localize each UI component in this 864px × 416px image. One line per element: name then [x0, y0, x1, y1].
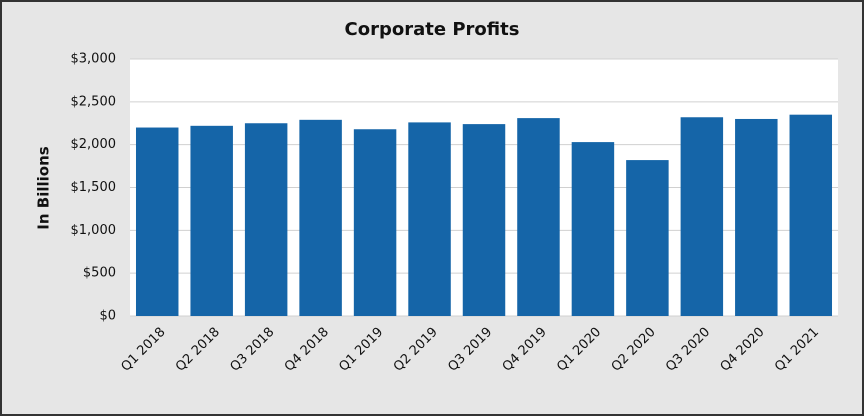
bar: [626, 160, 669, 316]
y-tick-label: $3,000: [71, 52, 117, 67]
bar: [789, 114, 833, 316]
y-tick-label: $2,000: [71, 137, 117, 152]
bar: [462, 124, 506, 317]
y-tick-label: $500: [83, 266, 116, 281]
y-tick-label: $1,000: [71, 223, 117, 238]
bar: [571, 142, 615, 316]
y-tick-label: $1,500: [71, 180, 117, 195]
bar: [735, 118, 778, 316]
bar: [353, 129, 397, 316]
bar: [680, 117, 724, 317]
y-tick-label: $0: [99, 309, 116, 324]
bar: [299, 119, 342, 316]
chart-title: Corporate Profits: [345, 19, 520, 40]
bar: [517, 118, 560, 316]
bar: [408, 122, 451, 316]
bar: [190, 125, 233, 316]
bar: [244, 123, 288, 316]
y-axis-label: In Billions: [35, 146, 53, 229]
y-tick-label: $2,500: [71, 94, 117, 109]
bar: [135, 127, 179, 317]
